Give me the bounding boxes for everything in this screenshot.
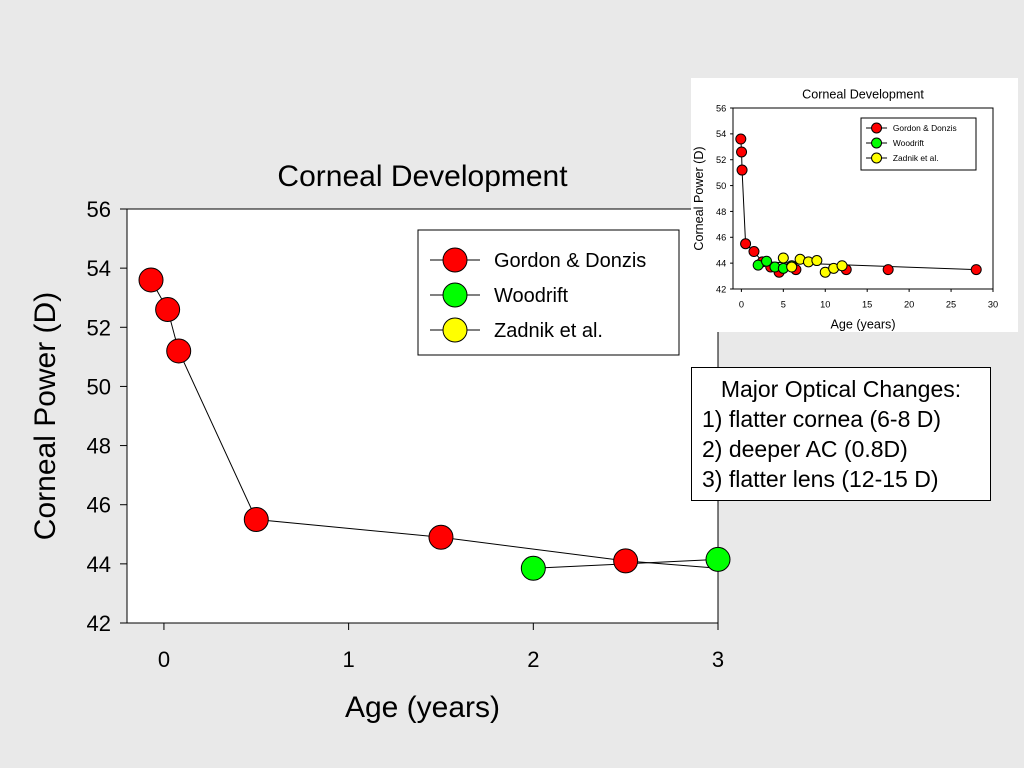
inset-chart-point-series-3	[777, 252, 789, 264]
main-chart-x-tick-label: 1	[343, 647, 355, 672]
notes-item-2: 2) deeper AC (0.8D)	[702, 436, 908, 462]
inset-chart-x-tick-label: 0	[739, 299, 744, 309]
inset-chart-legend-marker	[871, 152, 883, 164]
main-chart-point-series-1	[155, 297, 181, 323]
main-chart-point-series-1	[166, 338, 192, 364]
inset-chart-y-axis-label: Corneal Power (D)	[692, 146, 706, 250]
inset-chart-x-tick-label: 20	[904, 299, 914, 309]
main-chart-legend-marker	[442, 282, 468, 308]
inset-chart-point-series-1	[736, 146, 748, 158]
inset-chart-point-series-1	[740, 238, 752, 250]
inset-chart-legend-label: Gordon & Donzis	[893, 123, 957, 133]
main-chart-y-tick-label: 44	[87, 552, 111, 577]
inset-chart-legend-marker	[871, 137, 883, 149]
main-chart-point-series-2	[705, 546, 731, 572]
inset-chart-point-series-3	[811, 255, 823, 267]
optical-changes-box: Major Optical Changes: 1) flatter cornea…	[691, 367, 991, 501]
main-chart-legend-label: Woodrift	[494, 285, 569, 307]
main-chart-y-tick-label: 52	[87, 315, 111, 340]
notes-item-3: 3) flatter lens (12-15 D)	[702, 466, 939, 492]
inset-chart-y-tick-label: 48	[716, 207, 726, 217]
main-chart-y-tick-label: 56	[87, 197, 111, 222]
main-chart-y-tick-label: 48	[87, 434, 111, 459]
main-chart-y-tick-label: 54	[87, 256, 111, 281]
main-chart-point-series-1	[428, 524, 454, 550]
main-chart-title: Corneal Development	[277, 160, 568, 193]
inset-chart-x-axis-label: Age (years)	[830, 317, 895, 331]
inset-chart-point-series-1	[970, 264, 982, 276]
inset-chart-point-series-1	[748, 246, 760, 258]
inset-chart-x-tick-label: 5	[781, 299, 786, 309]
inset-chart-x-tick-label: 10	[820, 299, 830, 309]
notes-item-1: 1) flatter cornea (6-8 D)	[702, 406, 942, 432]
inset-chart-y-tick-label: 50	[716, 181, 726, 191]
inset-chart-y-tick-label: 54	[716, 129, 726, 139]
main-chart-legend-label: Zadnik et al.	[494, 320, 603, 342]
inset-chart-point-series-1	[736, 164, 748, 176]
inset-chart-y-tick-label: 42	[716, 284, 726, 294]
main-chart-y-axis-label: Corneal Power (D)	[29, 292, 62, 540]
inset-chart-y-tick-label: 56	[716, 103, 726, 113]
main-chart-point-series-1	[138, 267, 164, 293]
main-chart-legend-marker	[442, 247, 468, 273]
main-chart-y-tick-label: 50	[87, 374, 111, 399]
inset-chart-legend-label: Zadnik et al.	[893, 153, 939, 163]
main-chart-y-tick-label: 46	[87, 493, 111, 518]
inset-chart-x-tick-label: 25	[946, 299, 956, 309]
main-chart-legend-marker	[442, 317, 468, 343]
inset-chart-y-tick-label: 52	[716, 155, 726, 165]
inset-chart-x-tick-label: 15	[862, 299, 872, 309]
inset-chart-legend-label: Woodrift	[893, 138, 925, 148]
inset-chart-point-series-2	[761, 255, 773, 267]
main-chart-point-series-1	[613, 548, 639, 574]
main-chart-x-tick-label: 3	[712, 647, 724, 672]
inset-chart-point-series-3	[786, 261, 798, 273]
inset-chart-point-series-1	[882, 264, 894, 276]
main-chart-legend-label: Gordon & Donzis	[494, 250, 646, 272]
main-chart-x-tick-label: 2	[527, 647, 539, 672]
main-chart-y-tick-label: 42	[87, 611, 111, 636]
main-chart-point-series-1	[243, 507, 269, 532]
inset-chart-title: Corneal Development	[802, 87, 924, 101]
main-chart-x-tick-label: 0	[158, 647, 170, 672]
inset-chart-point-series-3	[836, 260, 848, 272]
inset-chart-point-series-1	[735, 133, 747, 145]
inset-chart-y-tick-label: 44	[716, 259, 726, 269]
inset-chart-y-tick-label: 46	[716, 233, 726, 243]
notes-title: Major Optical Changes:	[720, 376, 962, 402]
inset-chart-legend-marker	[871, 122, 883, 134]
main-chart-point-series-2	[520, 555, 546, 581]
main-chart-x-axis-label: Age (years)	[345, 691, 500, 724]
inset-chart-x-tick-label: 30	[988, 299, 998, 309]
